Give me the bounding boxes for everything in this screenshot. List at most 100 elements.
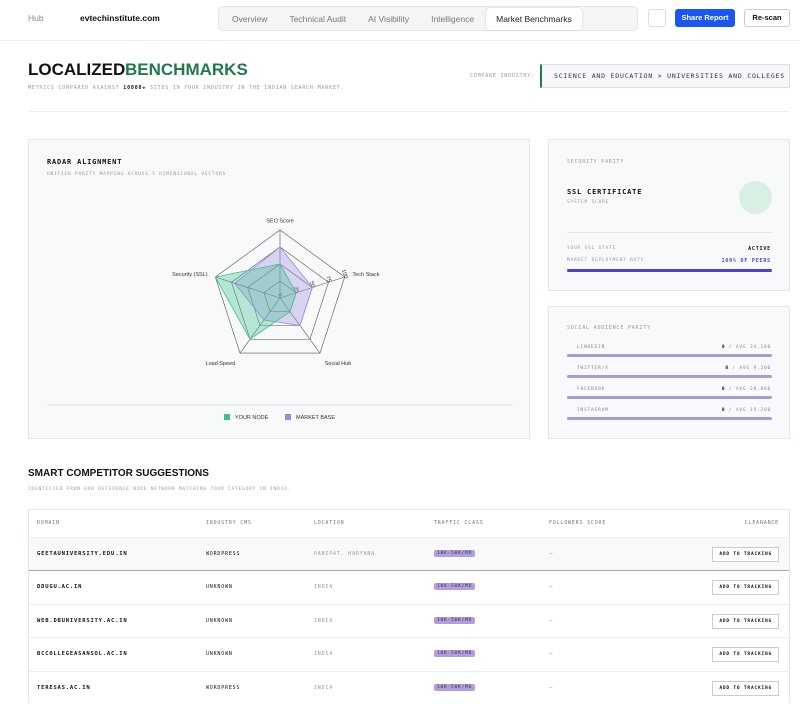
social-count: 0 (725, 366, 729, 371)
radar-area (214, 263, 297, 340)
table-row: DDUGU.AC.IN UNKNOWN INDIA 10K-50K/MO — ADD TO… (29, 570, 789, 605)
domain-cell: BCCOLLEGEASANSOL.AC.IN (37, 651, 128, 658)
social-value: 0 / AVG 28,800 (722, 387, 771, 392)
ssl-state-label: YOUR SSL STATE (567, 246, 617, 251)
r-tick-label: 50 (308, 281, 316, 289)
domain-cell: DDUGU.AC.IN (37, 584, 83, 591)
social-value: 0 / AVG 34,100 (722, 345, 771, 350)
followers-cell: — (549, 650, 554, 658)
axis-label: Load Speed (206, 361, 236, 367)
grid-ring (214, 229, 346, 354)
cms-cell: WORDPRESS (206, 551, 241, 557)
tab[interactable]: Technical Audit (289, 13, 347, 24)
tabs: Overview Technical Audit AI Visibility Inte… (218, 6, 638, 31)
location-cell: PANIPAT, HARYANA (314, 551, 375, 557)
domain: evtechinstitute.com (80, 13, 160, 23)
column-header: CLEARANCE (744, 520, 779, 526)
track-button[interactable]: ADD TO TRACKING (712, 547, 779, 562)
legend-swatch (285, 414, 291, 420)
title-2: BENCHMARKS (125, 60, 248, 79)
r-tick-label: 0 (276, 293, 283, 298)
header-border (0, 40, 800, 41)
track-button[interactable]: ADD TO TRACKING (712, 680, 779, 696)
rate-value: 100% OF PEERS (721, 258, 771, 264)
social-name: TWITTER/X (577, 366, 609, 371)
traffic-badge: 10K-50K/MO (434, 616, 476, 624)
location-cell: INDIA (314, 684, 334, 691)
tab[interactable]: Overview (232, 13, 268, 24)
section-title: SMART COMPETITOR SUGGESTIONS (28, 468, 209, 479)
ssl-state: ACTIVE (748, 246, 771, 252)
subtitle-part: SITES IN YOUR INDUSTRY IN THE INDIAN SEA… (149, 85, 345, 91)
ssl-title: SSL CERTIFICATE (567, 188, 643, 196)
axis-label: Social Hub (325, 361, 352, 367)
avg-prefix: / AVG (728, 387, 747, 392)
divider (28, 111, 790, 112)
domain-cell: TERESAS.AC.IN (37, 684, 91, 691)
industry-label: COMPARE INDUSTRY: (470, 73, 535, 79)
tab[interactable]: Intelligence (431, 13, 475, 24)
rescan-button[interactable]: Re-scan (744, 9, 790, 27)
cms-cell: UNKNOWN (206, 584, 233, 591)
social-value: 0 / AVG 9,200 (725, 366, 771, 371)
radar-panel: RADAR ALIGNMENT UNIFIED PARITY MAPPING AC… (28, 139, 530, 439)
tab[interactable]: Market Benchmarks (486, 7, 582, 30)
track-button[interactable]: ADD TO TRACKING (712, 580, 779, 596)
cms-cell: UNKNOWN (206, 617, 233, 624)
subtitle-part: METRICS COMPARED AGAINST (28, 85, 120, 91)
r-tick-label: 100 (340, 269, 349, 280)
legend-label: YOUR NODE (235, 415, 269, 421)
social-avg: 28,800 (749, 387, 771, 392)
legend-label: MARKET BASE (296, 415, 335, 421)
domain-cell: GEETAUNIVERSITY.EDU.IN (37, 551, 128, 557)
radar-title: RADAR ALIGNMENT (47, 158, 123, 166)
grid-ring (231, 246, 329, 340)
column-header: INDUSTRY CMS (206, 520, 252, 526)
social-title: SOCIAL AUDIENCE PARITY (567, 325, 651, 331)
table-row: WEB.DBUNIVERSITY.AC.IN UNKNOWN INDIA 10K-50… (29, 603, 789, 638)
social-name: INSTAGRAM (577, 408, 609, 413)
legend-swatch (224, 414, 230, 420)
column-header: FOLLOWERS SCORE (549, 520, 607, 526)
grid-ring (247, 263, 313, 326)
avg-prefix: / AVG (728, 408, 747, 413)
theme-toggle[interactable] (648, 9, 666, 27)
axis-label: Security (SSL) (172, 272, 208, 278)
traffic-badge: 10K-50K/MO (434, 683, 476, 691)
radar-area (234, 246, 313, 326)
column-header: DOMAIN (37, 520, 60, 526)
table: DOMAIN INDUSTRY CMS LOCATION TRAFFIC CLASS F… (28, 509, 790, 705)
social-count: 0 (721, 408, 726, 413)
cms-cell: WORDPRESS (206, 684, 241, 691)
back-link[interactable]: Hub (28, 13, 44, 23)
avg-track (567, 354, 772, 357)
location-cell: INDIA (314, 617, 334, 624)
traffic-badge: 10K-50K/MO (434, 583, 476, 591)
traffic-badge: 10K-50K/MO (434, 550, 476, 557)
social-name: FACEBOOK (577, 387, 606, 392)
ssl-sub: SYSTEM SCORE (567, 200, 610, 205)
followers-cell: — (549, 616, 554, 624)
domain-cell: WEB.DBUNIVERSITY.AC.IN (37, 617, 128, 624)
rate-bar (567, 269, 772, 272)
social-avg: 19,200 (749, 408, 771, 413)
security-panel: SECURITY PARITY SSL CERTIFICATE SYSTEM SCO… (548, 139, 790, 291)
divider (567, 232, 772, 233)
followers-cell: — (549, 683, 554, 691)
traffic-badge: 10K-50K/MO (434, 650, 476, 658)
table-row: TERESAS.AC.IN WORDPRESS INDIA 10K-50K/MO — AD… (29, 670, 789, 705)
table-row: GEETAUNIVERSITY.EDU.IN WORDPRESS PANIPAT, … (29, 537, 789, 571)
track-button[interactable]: ADD TO TRACKING (712, 613, 779, 629)
industry-select[interactable]: SCIENCE AND EDUCATION > UNIVERSITIES AND… (540, 64, 790, 88)
track-button[interactable]: ADD TO TRACKING (712, 647, 779, 663)
security-title: SECURITY PARITY (567, 159, 625, 165)
subtitle-part: 10000+ (123, 85, 147, 91)
rate-label: MARKET DEPLOYMENT RATE (567, 258, 645, 263)
tab[interactable]: AI Visibility (368, 13, 410, 24)
cms-cell: UNKNOWN (206, 651, 233, 658)
social-avg: 9,200 (753, 366, 771, 371)
section-subtitle: IDENTIFIED FROM OUR REFERENCE NODE NETWO… (28, 487, 292, 492)
share-button[interactable]: Share Report (675, 9, 735, 27)
social-avg: 34,100 (749, 345, 771, 350)
followers-cell: — (549, 583, 554, 591)
